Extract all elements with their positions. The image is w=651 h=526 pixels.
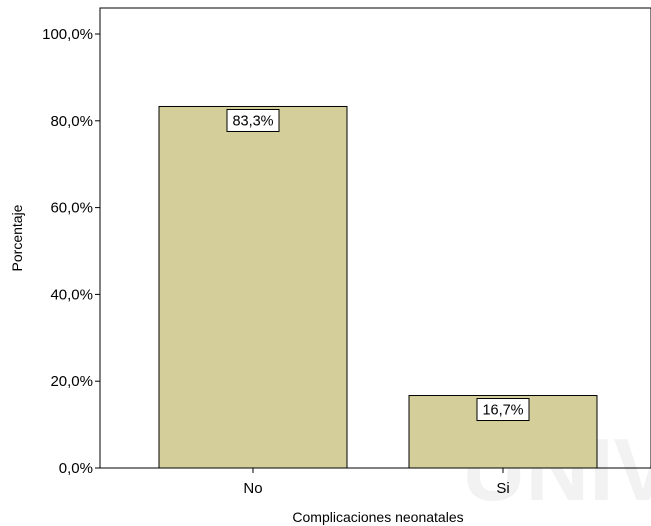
x-axis-title: Complicaciones neonatales (292, 509, 463, 525)
data-label: 16,7% (482, 403, 523, 419)
bar-no (158, 105, 348, 469)
bars: 83,3% 16,7% (158, 105, 598, 469)
x-tick-label: Si (496, 480, 509, 497)
x-axis: No Si (243, 468, 510, 497)
data-label-box (476, 398, 530, 422)
y-axis-title: Porcentaje (9, 204, 25, 271)
data-label-box (226, 108, 280, 132)
data-label: 83,3% (232, 113, 273, 129)
y-tick-label: 0,0% (59, 460, 93, 477)
y-tick-label: 20,0% (50, 373, 93, 390)
y-tick-label: 60,0% (50, 200, 93, 217)
x-tick-label: No (243, 480, 262, 497)
y-tick-label: 100,0% (42, 26, 93, 43)
y-axis: 0,0% 20,0% 40,0% 60,0% 80,0% 100,0% (42, 26, 100, 477)
plot-area (99, 7, 651, 469)
y-tick-label: 40,0% (50, 286, 93, 303)
y-tick-label: 80,0% (50, 113, 93, 130)
